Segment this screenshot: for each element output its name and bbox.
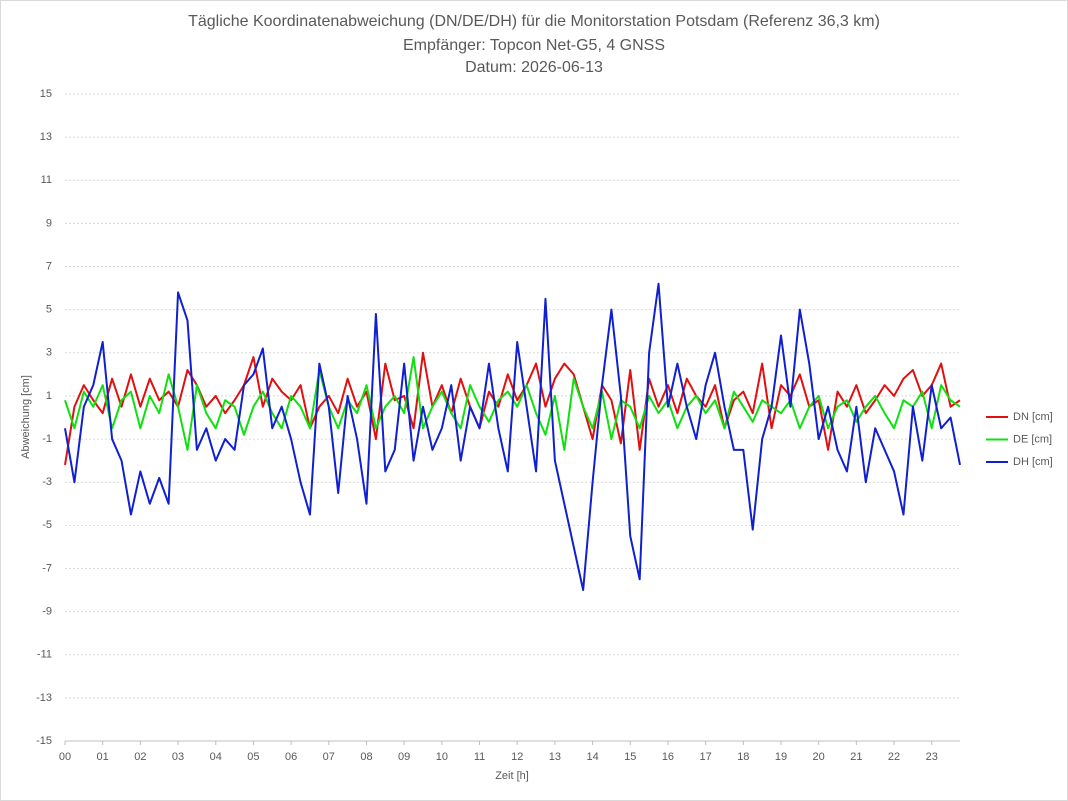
x-tick-label: 22 xyxy=(888,751,900,763)
x-tick-label: 19 xyxy=(775,751,787,763)
x-tick-label: 04 xyxy=(210,751,222,763)
x-tick-label: 17 xyxy=(700,751,712,763)
legend-label: DN [cm] xyxy=(1013,411,1053,423)
x-tick-label: 08 xyxy=(360,751,372,763)
x-tick-label: 11 xyxy=(474,751,485,763)
x-tick-label: 02 xyxy=(134,751,146,763)
y-tick-label: 9 xyxy=(46,217,52,229)
y-tick-label: -11 xyxy=(37,649,52,661)
chart-title: Tägliche Koordinatenabweichung (DN/DE/DH… xyxy=(188,13,880,30)
x-tick-label: 14 xyxy=(586,751,598,763)
x-tick-label: 21 xyxy=(850,751,862,763)
chart-subtitle: Empfänger: Topcon Net-G5, 4 GNSS xyxy=(403,37,665,54)
x-tick-label: 10 xyxy=(436,751,448,763)
y-tick-label: -3 xyxy=(42,476,52,488)
y-tick-label: -1 xyxy=(42,433,52,445)
x-tick-label: 13 xyxy=(549,751,561,763)
x-tick-label: 00 xyxy=(59,751,71,763)
series-line xyxy=(64,282,961,592)
x-tick-label: 18 xyxy=(737,751,749,763)
x-tick-label: 20 xyxy=(813,751,825,763)
x-tick-label: 16 xyxy=(662,751,674,763)
x-tick-label: 09 xyxy=(398,751,410,763)
x-tick-label: 23 xyxy=(926,751,938,763)
y-tick-label: 3 xyxy=(46,347,52,359)
y-tick-label: 1 xyxy=(46,390,52,402)
x-tick-label: 07 xyxy=(323,751,335,763)
y-tick-label: 15 xyxy=(40,88,52,100)
x-tick-label: 12 xyxy=(511,751,523,763)
y-tick-label: -15 xyxy=(36,735,52,747)
x-tick-label: 01 xyxy=(97,751,109,763)
x-tick-label: 06 xyxy=(285,751,297,763)
x-tick-label: 15 xyxy=(624,751,636,763)
y-tick-label: -9 xyxy=(42,606,52,618)
y-tick-label: -13 xyxy=(36,692,52,704)
y-tick-label: 5 xyxy=(46,304,52,316)
chart-date: Datum: 2026-06-13 xyxy=(465,59,603,76)
x-tick-label: 05 xyxy=(247,751,259,763)
x-axis-label: Zeit [h] xyxy=(495,770,529,782)
y-axis-label: Abweichung [cm] xyxy=(20,375,32,459)
y-tick-label: 7 xyxy=(46,260,52,272)
y-tick-label: 13 xyxy=(40,131,52,143)
x-tick-label: 03 xyxy=(172,751,184,763)
y-tick-label: 11 xyxy=(41,174,52,186)
legend-label: DH [cm] xyxy=(1013,456,1053,468)
y-tick-label: -5 xyxy=(42,519,52,531)
legend-label: DE [cm] xyxy=(1013,433,1052,445)
y-tick-label: -7 xyxy=(42,562,52,574)
